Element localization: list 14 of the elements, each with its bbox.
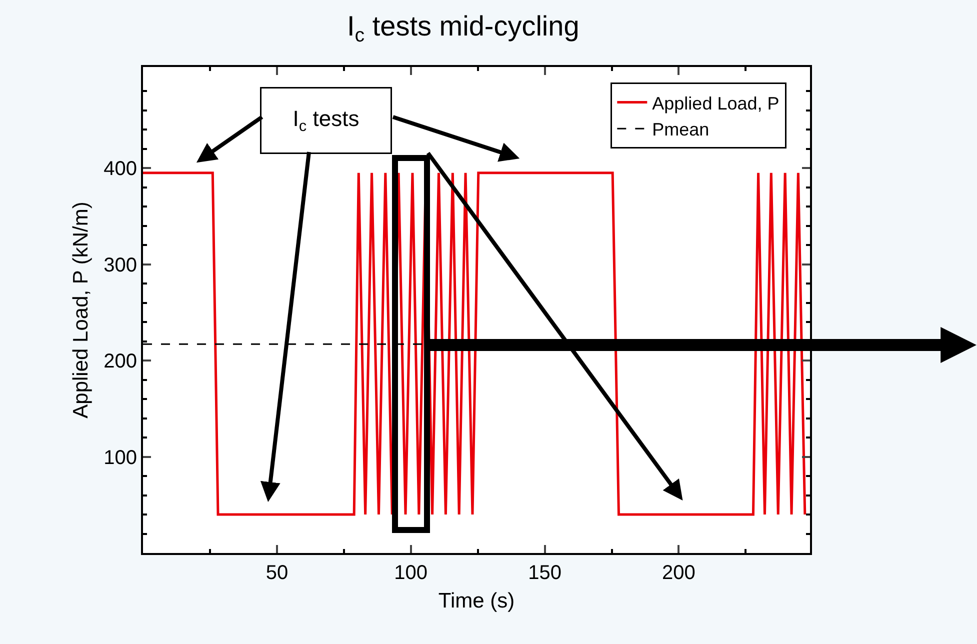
x-tick-label: 150 [528, 562, 562, 584]
y-tick-label: 400 [104, 158, 137, 180]
legend-label: Applied Load, P [652, 93, 780, 114]
y-axis-title: Applied Load, P (kN/m) [69, 202, 92, 418]
chart-title: I$_{c}$ tests mid-cycling [347, 10, 580, 47]
y-tick-label: 300 [104, 254, 137, 276]
y-tick-label: 100 [104, 446, 137, 469]
x-tick-label: 50 [266, 562, 288, 584]
annotation: I$_{c}$ tests [292, 106, 360, 135]
x-axis-title: Time (s) [438, 590, 515, 613]
legend-label: Pmean [652, 120, 710, 140]
x-tick-label: 200 [662, 562, 696, 584]
x-tick-label: 100 [394, 562, 428, 584]
y-tick-label: 200 [104, 350, 137, 373]
